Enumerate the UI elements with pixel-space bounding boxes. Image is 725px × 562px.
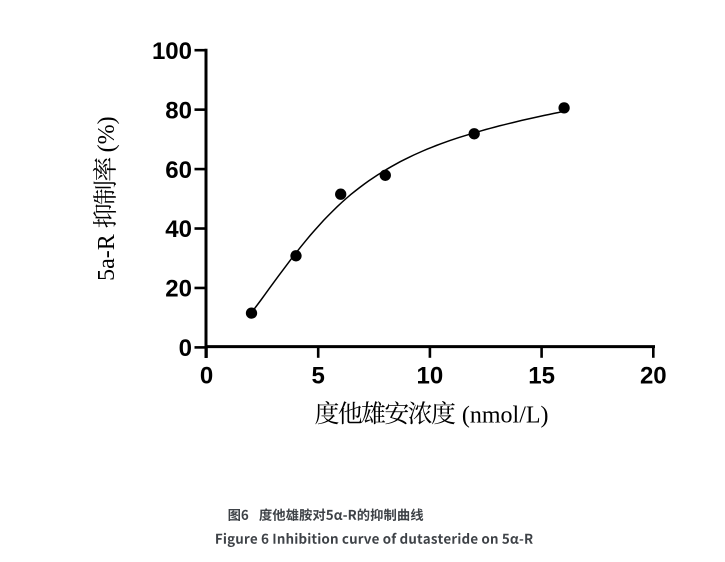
svg-text:0: 0 <box>200 362 213 389</box>
svg-text:20: 20 <box>165 276 192 303</box>
svg-text:5a-R: 5a-R <box>94 234 120 281</box>
svg-text:60: 60 <box>165 157 192 184</box>
svg-text:15: 15 <box>528 362 555 389</box>
svg-text:20: 20 <box>640 362 667 389</box>
svg-text:10: 10 <box>417 362 444 389</box>
svg-text:100: 100 <box>152 38 192 65</box>
svg-text:40: 40 <box>165 216 192 243</box>
svg-text:0: 0 <box>179 335 192 362</box>
svg-text:(%): (%) <box>94 116 120 152</box>
svg-text:(nmol/L): (nmol/L) <box>462 402 549 428</box>
svg-text:5: 5 <box>312 362 325 389</box>
svg-text:80: 80 <box>165 97 192 124</box>
